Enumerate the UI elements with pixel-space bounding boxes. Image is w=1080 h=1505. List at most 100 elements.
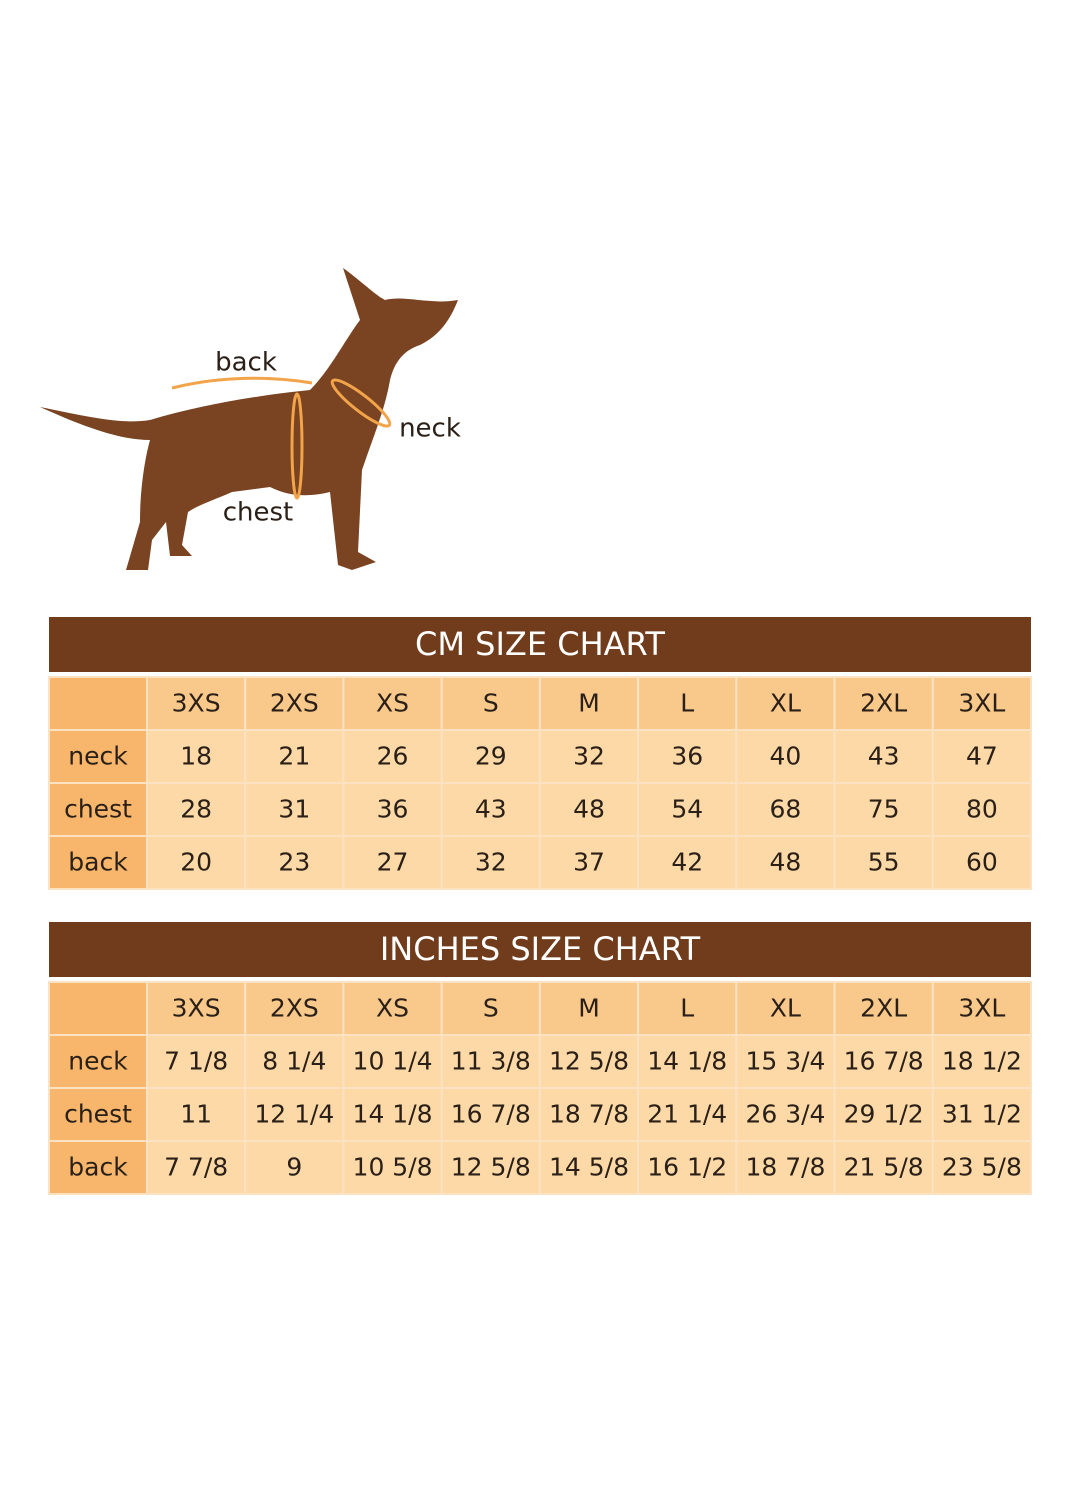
data-cell	[342, 1034, 443, 1089]
cell-value: 20	[180, 848, 212, 877]
cell-value: 43	[475, 795, 507, 824]
cell-value: 36	[377, 795, 409, 824]
row-label: chest	[64, 795, 132, 824]
size-label: XS	[376, 994, 409, 1023]
cell-value: 16 1/2	[647, 1153, 727, 1182]
back-measure	[171, 376, 313, 390]
cell-value: 11	[180, 1100, 212, 1129]
data-cell	[833, 835, 934, 890]
header-cell	[342, 676, 443, 731]
data-cell	[735, 1034, 836, 1089]
size-label: 3XL	[958, 994, 1005, 1023]
cell-value: 75	[868, 795, 900, 824]
size-label: L	[680, 689, 694, 718]
header-cell	[440, 981, 541, 1036]
row-label-cell	[48, 1087, 148, 1142]
neck-measure	[330, 378, 392, 428]
data-cell	[637, 1140, 738, 1195]
cell-value: 26 3/4	[745, 1100, 825, 1129]
cell-value: 23	[278, 848, 310, 877]
row-label: back	[68, 848, 128, 877]
cell-value: 18 1/2	[942, 1047, 1022, 1076]
cell-value: 12 5/8	[451, 1153, 531, 1182]
header-cell	[735, 981, 836, 1036]
data-cell	[440, 835, 541, 890]
cell-value: 16 7/8	[451, 1100, 531, 1129]
header-cell	[244, 676, 345, 731]
data-cell	[146, 835, 247, 890]
header-cell	[931, 676, 1032, 731]
chest-label: chest	[223, 498, 294, 528]
row-label-cell	[48, 782, 148, 837]
table-title: INCHES SIZE CHART	[380, 930, 701, 968]
header-cell	[637, 981, 738, 1036]
data-cell	[931, 1034, 1032, 1089]
table-title: CM SIZE CHART	[415, 625, 665, 663]
size-label: 3XL	[958, 689, 1005, 718]
cell-value: 12 1/4	[254, 1100, 334, 1129]
row-label-cell	[48, 1140, 148, 1195]
cell-value: 47	[966, 742, 998, 771]
size-label: 2XS	[270, 689, 319, 718]
cell-value: 16 7/8	[844, 1047, 924, 1076]
neck-label: neck	[399, 414, 461, 444]
cell-value: 10 1/4	[353, 1047, 433, 1076]
cell-value: 55	[868, 848, 900, 877]
header-corner	[48, 676, 148, 731]
cell-value: 48	[770, 848, 802, 877]
cell-value: 29	[475, 742, 507, 771]
data-cell	[538, 782, 640, 837]
size-label: S	[483, 994, 499, 1023]
data-cell	[735, 835, 836, 890]
row-label-cell	[48, 1034, 148, 1089]
cell-value: 14 1/8	[647, 1047, 727, 1076]
cell-value: 18 7/8	[745, 1153, 825, 1182]
cell-value: 32	[573, 742, 605, 771]
size-label: 3XS	[172, 994, 221, 1023]
cell-value: 21	[278, 742, 310, 771]
data-cell	[735, 1140, 836, 1195]
size-label: 3XS	[172, 689, 221, 718]
header-corner	[48, 981, 148, 1036]
data-cell	[440, 729, 541, 784]
cell-value: 14 5/8	[549, 1153, 629, 1182]
header-cell	[244, 981, 345, 1036]
row-label: back	[68, 1153, 128, 1182]
data-cell	[637, 835, 738, 890]
data-cell	[244, 835, 345, 890]
data-cell	[244, 1034, 345, 1089]
cell-value: 23 5/8	[942, 1153, 1022, 1182]
data-cell	[931, 782, 1032, 837]
cell-value: 9	[286, 1153, 302, 1182]
cell-value: 68	[770, 795, 802, 824]
cell-value: 12 5/8	[549, 1047, 629, 1076]
data-cell	[735, 782, 836, 837]
cell-value: 32	[475, 848, 507, 877]
dog-silhouette	[40, 268, 458, 570]
cell-value: 18	[180, 742, 212, 771]
cell-value: 54	[671, 795, 703, 824]
cell-value: 29 1/2	[844, 1100, 924, 1129]
cell-value: 8 1/4	[262, 1047, 326, 1076]
row-label: neck	[68, 742, 128, 771]
data-cell	[342, 835, 443, 890]
data-cell	[244, 1087, 345, 1142]
data-cell	[146, 1034, 247, 1089]
cell-value: 80	[966, 795, 998, 824]
cell-value: 43	[868, 742, 900, 771]
data-cell	[342, 1087, 443, 1142]
cell-value: 42	[671, 848, 703, 877]
table-title-bar	[49, 617, 1031, 672]
cell-value: 40	[770, 742, 802, 771]
data-cell	[342, 1140, 443, 1195]
size-label: 2XL	[860, 994, 907, 1023]
cell-value: 37	[573, 848, 605, 877]
row-label-cell	[48, 835, 148, 890]
cell-value: 10 5/8	[353, 1153, 433, 1182]
data-cell	[931, 1087, 1032, 1142]
data-cell	[440, 1034, 541, 1089]
table-title-bar	[49, 922, 1031, 977]
row-label: neck	[68, 1047, 128, 1076]
